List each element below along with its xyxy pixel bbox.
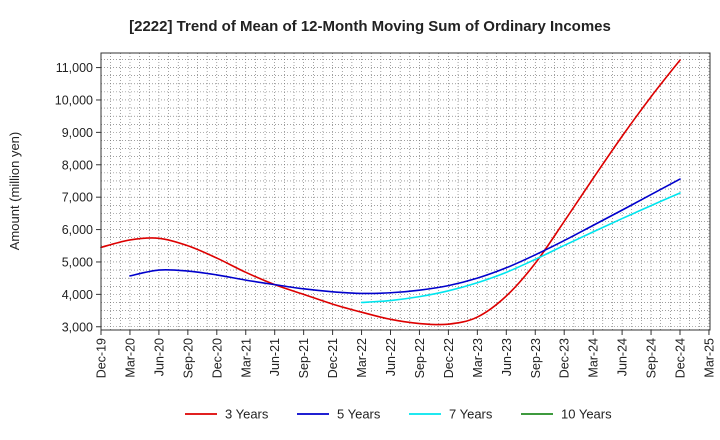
- legend-label: 7 Years: [449, 407, 493, 422]
- series-line-5-years: [129, 178, 681, 295]
- legend-label: 3 Years: [225, 407, 269, 422]
- series-lines: [100, 59, 681, 326]
- y-tick-label: 9,000: [62, 126, 93, 140]
- y-tick-label: 3,000: [62, 320, 93, 334]
- x-tick-label: Dec-19: [95, 338, 109, 378]
- x-axis: Dec-19 Mar-20 Jun-20 Sep-20 Dec-20 Mar-21 Jun-…: [95, 330, 716, 378]
- x-tick-label: Dec-22: [442, 338, 456, 378]
- plot-area: [101, 53, 710, 330]
- y-tick-label: 10,000: [55, 93, 93, 107]
- y-tick-label: 8,000: [62, 158, 93, 172]
- x-tick-label: Sep-21: [297, 338, 311, 378]
- series-line-7-years: [360, 192, 681, 304]
- x-tick-label: Mar-21: [239, 338, 253, 378]
- x-tick-label: Mar-25: [702, 338, 716, 378]
- x-tick-label: Sep-22: [413, 338, 427, 378]
- x-tick-label: Jun-21: [268, 338, 282, 376]
- y-tick-label: 7,000: [62, 191, 93, 205]
- x-tick-label: Sep-23: [529, 338, 543, 378]
- y-tick-label: 11,000: [56, 61, 93, 75]
- x-tick-label: Mar-22: [355, 338, 369, 378]
- legend-label: 5 Years: [337, 407, 381, 422]
- x-tick-label: Jun-24: [616, 338, 630, 376]
- x-tick-label: Jun-22: [384, 338, 398, 376]
- y-tick-label: 4,000: [62, 288, 93, 302]
- chart-title: [2222] Trend of Mean of 12-Month Moving …: [129, 18, 611, 35]
- x-tick-label: Dec-24: [674, 338, 688, 378]
- x-tick-label: Dec-20: [210, 338, 224, 378]
- x-tick-label: Dec-21: [326, 338, 340, 378]
- x-tick-label: Jun-20: [152, 338, 166, 376]
- x-tick-label: Sep-24: [645, 338, 659, 378]
- legend: 3 Years 5 Years 7 Years 10 Years: [185, 407, 612, 422]
- x-tick-label: Mar-20: [123, 338, 137, 378]
- x-tick-label: Mar-23: [471, 338, 485, 378]
- x-tick-label: Mar-24: [587, 338, 601, 378]
- x-tick-label: Sep-20: [181, 338, 195, 378]
- plot-frame: [100, 52, 711, 331]
- x-tick-label: Jun-23: [500, 338, 514, 376]
- grid-lines: [100, 53, 710, 330]
- legend-label: 10 Years: [561, 407, 612, 422]
- y-axis: 3,000 4,000 5,000 6,000 7,000 8,000 9,000 10,00…: [55, 61, 101, 334]
- y-axis-label: Amount (million yen): [7, 132, 22, 251]
- y-tick-label: 5,000: [62, 255, 93, 269]
- x-tick-label: Dec-23: [558, 338, 572, 378]
- series-line-3-years: [100, 59, 681, 326]
- y-tick-label: 6,000: [62, 223, 93, 237]
